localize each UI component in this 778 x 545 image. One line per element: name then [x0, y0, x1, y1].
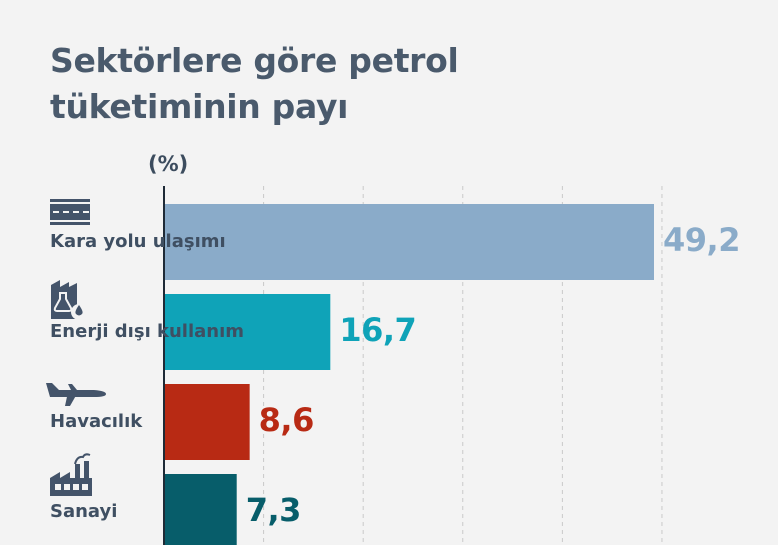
category-label: Enerji dışı kullanım [50, 321, 245, 342]
value-label: 49,2 [663, 221, 740, 259]
category-label: Havacılık [50, 411, 143, 432]
bar [164, 474, 237, 545]
bar [164, 384, 250, 460]
category-label: Kara yolu ulaşımı [50, 231, 226, 252]
airplane-icon [44, 381, 108, 411]
value-label: 16,7 [339, 311, 417, 349]
value-label: 7,3 [245, 491, 302, 529]
road-icon [50, 199, 90, 229]
unit-label: (%) [148, 152, 189, 176]
bar [164, 294, 331, 370]
chart-title: Sektörlere göre petrol tüketiminin payı [50, 41, 459, 126]
chemical-flask-icon [50, 279, 88, 325]
value-label: 8,6 [258, 401, 315, 439]
bar [164, 204, 654, 280]
factory-icon [50, 452, 94, 500]
category-label: Sanayi [50, 501, 118, 522]
